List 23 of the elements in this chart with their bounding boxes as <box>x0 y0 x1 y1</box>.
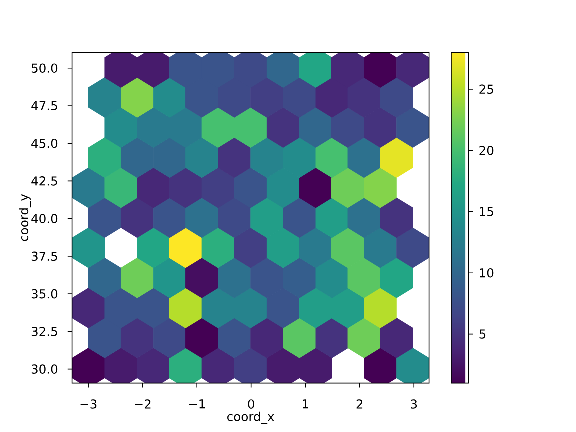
y-tick-label: 50.0 <box>32 64 58 73</box>
color-bar-label: 20 <box>480 146 494 156</box>
color-bar-label: 10 <box>480 268 494 278</box>
y-tick-label: 35.0 <box>32 289 58 299</box>
x-tick-label: 1 <box>303 400 308 409</box>
x-tick-label: −1 <box>189 400 206 409</box>
y-tick-label: 47.5 <box>32 101 58 111</box>
y-tick-label: 42.5 <box>32 176 58 186</box>
color-bar-label: 25 <box>480 84 494 94</box>
y-tick-label: 40.0 <box>32 214 58 224</box>
y-axis-title: coord_y <box>19 194 32 242</box>
x-tick-label: 3 <box>411 400 418 409</box>
x-tick-label: 0 <box>248 400 254 409</box>
color-bar-label: 15 <box>480 207 494 216</box>
color-bar-label: 5 <box>480 330 486 339</box>
y-tick-label: 32.5 <box>32 327 58 336</box>
x-tick-label: 2 <box>356 400 363 409</box>
y-tick-label: 37.5 <box>32 252 58 262</box>
x-axis-title: coord_x <box>228 412 274 424</box>
x-tick-label: −3 <box>80 400 97 409</box>
y-tick-label: 45.0 <box>32 138 58 148</box>
x-tick-label: −2 <box>135 400 151 409</box>
y-tick-label: 30.0 <box>32 364 58 374</box>
